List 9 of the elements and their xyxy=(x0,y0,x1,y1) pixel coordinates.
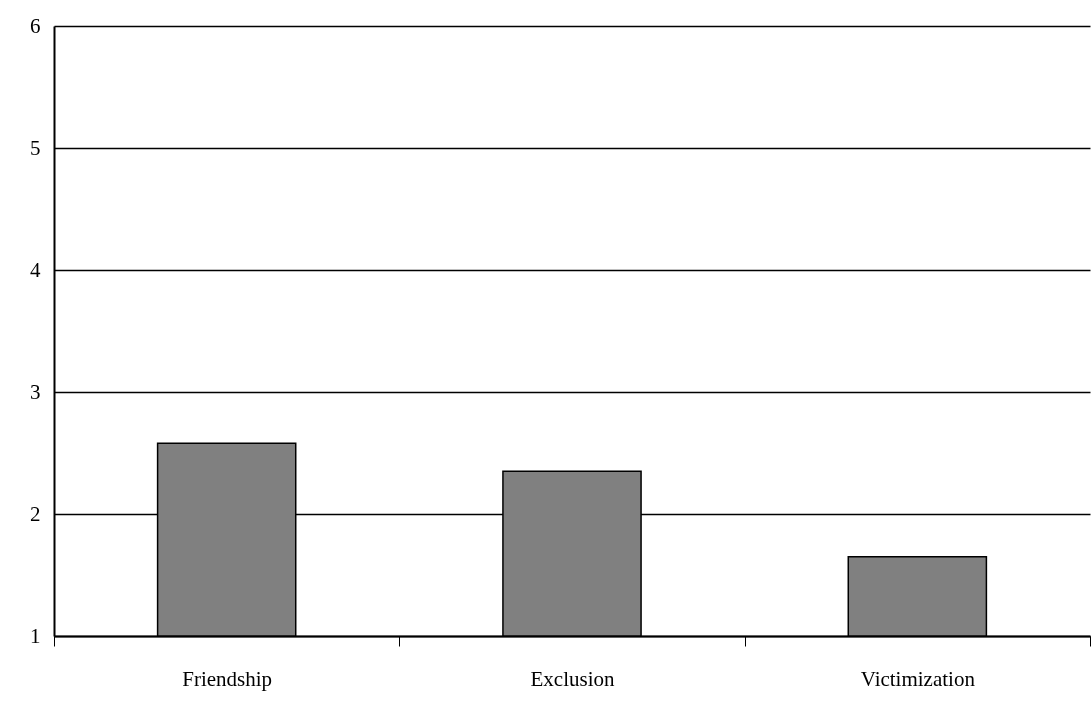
x-tick-label: Friendship xyxy=(182,666,273,691)
y-tick-label: 6 xyxy=(30,13,41,38)
y-tick-label: 3 xyxy=(30,379,41,404)
x-tick-label: Exclusion xyxy=(530,666,615,691)
y-tick-label: 4 xyxy=(30,257,41,282)
y-tick-label: 1 xyxy=(30,623,41,648)
x-tick-label: Victimization xyxy=(860,666,976,691)
y-tick-label: 5 xyxy=(30,135,41,160)
y-tick-label: 2 xyxy=(30,501,41,526)
